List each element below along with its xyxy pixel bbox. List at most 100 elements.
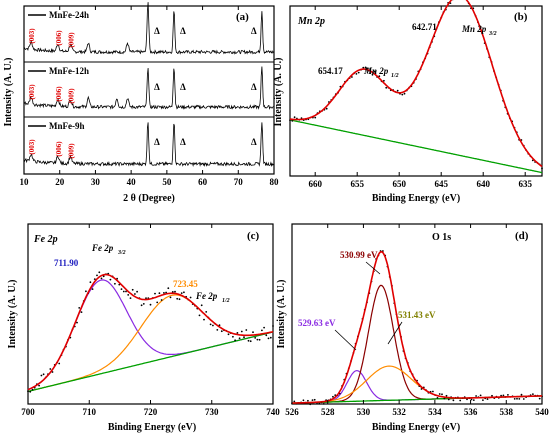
data-point [436,397,439,399]
orbital-label: Fe 2p [195,291,218,301]
data-point [507,394,509,396]
x-tick-label: 536 [464,407,478,417]
data-point [482,399,484,401]
data-point [149,303,152,306]
hkl-label: (003) [28,139,36,155]
x-tick-label: 740 [266,407,280,417]
peak-value-label: 530.99 eV [340,250,378,260]
delta-marker: Δ [251,137,257,147]
y-axis-title: Intensity (A. U.) [7,280,18,349]
peak-value-label: 654.17 [318,66,343,76]
data-point [486,398,489,400]
data-point [93,278,96,280]
data-point [27,390,29,393]
data-point [470,398,473,401]
legend-label: MnFe-12h [49,66,89,76]
data-point [243,336,245,339]
data-point [245,329,248,331]
data-point [136,290,139,293]
data-point [234,339,237,342]
background-line [289,119,543,174]
component-peak-2 [27,294,274,392]
data-point [541,167,543,170]
data-point [198,314,201,317]
data-point [42,373,45,376]
data-point [441,393,443,396]
xrd-trace-2 [24,66,274,110]
orbital-label: Mn 2p [461,24,487,34]
x-tick-label: 650 [392,179,406,189]
data-point [452,399,455,402]
data-point [78,307,81,309]
x-tick-label: 30 [91,177,101,187]
x-tick-label: 710 [83,407,97,417]
data-point [293,400,296,403]
hkl-label: (003) [28,84,36,100]
panel-title: Mn 2p [297,16,325,27]
data-point [176,297,179,300]
data-point [445,394,448,397]
data-point [89,281,92,284]
data-point [520,393,523,396]
orbital-label: Mn 2p [363,66,389,76]
delta-marker: Δ [180,137,186,147]
data-point [140,304,143,307]
data-point [129,297,132,299]
panel-title: Fe 2p [33,234,58,245]
data-point [263,326,265,329]
data-point [302,399,305,402]
x-tick-label: 20 [55,177,65,187]
data-point [307,399,309,402]
hkl-label: (006) [55,86,63,102]
data-point [500,394,502,397]
orbital-subscript: 3/2 [117,250,126,256]
data-point [165,291,168,294]
data-point [29,390,32,393]
data-point [261,329,263,332]
data-point [362,66,365,69]
hkl-label: (009) [67,32,75,48]
data-point [373,70,376,73]
data-point [420,388,423,390]
label-leader [387,321,403,345]
data-point [240,330,243,333]
data-point [80,311,83,313]
data-point [401,93,404,96]
data-point [518,398,521,400]
x-tick-label: 534 [428,407,442,417]
data-point [205,311,208,313]
xrd-trace-1 [23,2,274,55]
y-axis-title: Intensity (A. U.) [276,280,287,349]
data-point [167,287,170,290]
x-tick-label: 528 [321,407,335,417]
data-point [102,275,105,278]
x-tick-label: 640 [476,179,490,189]
hkl-label: (006) [55,30,63,46]
panel-label: (b) [514,11,528,23]
delta-marker: Δ [251,26,257,36]
data-point [355,73,358,75]
data-point [156,301,159,304]
data-point [85,290,87,293]
data-point [325,107,328,110]
hkl-label: (003) [28,28,36,44]
x-tick-label: 10 [20,177,30,187]
panel-label: (c) [247,230,260,242]
background-line [27,331,274,393]
delta-marker: Δ [251,82,257,92]
plot-frame [291,223,543,405]
x-tick-label: 530 [357,407,371,417]
data-point [160,299,163,301]
data-point [265,334,268,337]
data-point [178,298,181,301]
data-point [396,89,399,92]
xrd-trace-3 [23,122,274,168]
data-point [249,340,252,343]
label-leader [334,329,357,351]
data-point [516,397,518,400]
data-point [466,398,468,401]
data-point [58,362,61,365]
x-tick-label: 70 [234,177,244,187]
